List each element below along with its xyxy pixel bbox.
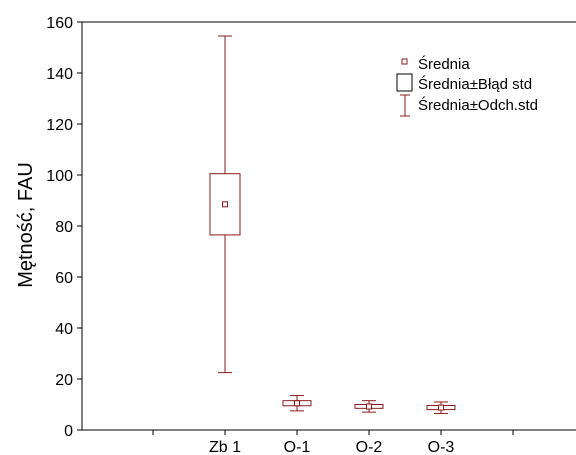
y-axis-title: Mętność, FAU [15,162,37,288]
legend-label: Średnia±Błąd std [418,75,532,93]
y-tick-label: 20 [55,372,73,389]
y-tick-label: 140 [46,66,73,83]
box-group-o-3 [426,401,456,414]
x-tick-label: O-1 [284,439,311,455]
mean-marker [366,403,372,410]
y-tick-label: 160 [46,15,73,32]
legend-se-swatch [396,73,413,92]
x-tick-label: O-2 [356,439,383,455]
y-tick-label: 0 [64,423,73,440]
legend: Średnia Średnia±Błąd std Średnia±Odch.std [396,55,538,117]
x-tick-label: O-3 [428,439,455,455]
series-marks [209,35,456,414]
mean-marker [438,404,444,411]
x-tick-label: Zb 1 [209,439,241,455]
legend-label: Średnia±Odch.std [418,96,538,114]
legend-mean-swatch [401,58,408,65]
y-axis: 0 20 40 60 80 100 120 140 160 [46,15,82,440]
y-tick-label: 60 [55,270,73,287]
legend-label: Średnia [418,55,470,73]
box-group-o-1 [282,395,312,412]
mean-marker [222,201,228,208]
y-tick-label: 80 [55,219,73,236]
y-tick-label: 40 [55,321,73,338]
y-tick-label: 120 [46,117,73,134]
y-tick-label: 100 [46,168,73,185]
box-group-zb-1 [209,35,241,374]
se-box [209,173,241,236]
box-group-o-2 [354,400,384,413]
mean-marker [294,400,300,407]
x-axis: Zb 1 O-1 O-2 O-3 [152,430,514,455]
